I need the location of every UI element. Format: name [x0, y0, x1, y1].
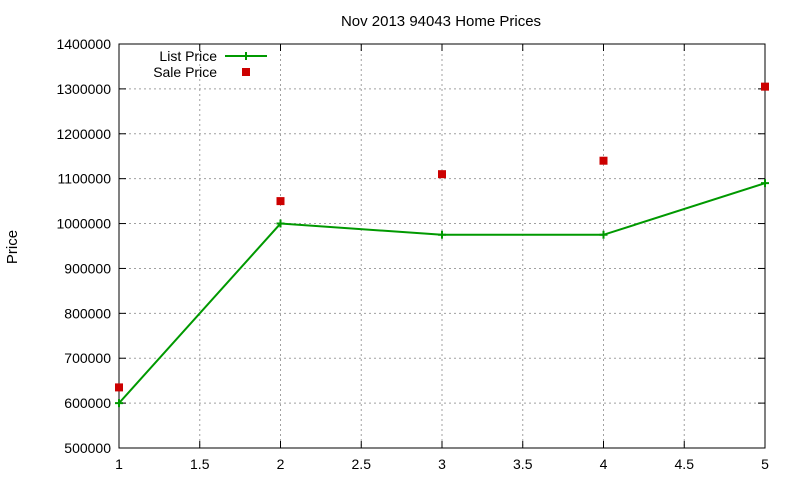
series-list-price: [115, 179, 769, 408]
y-axis-label: Price: [4, 230, 21, 264]
y-tick-label: 700000: [64, 350, 111, 366]
data-point: [599, 230, 608, 239]
x-tick-label: 3: [438, 456, 446, 472]
grid: [119, 44, 765, 448]
legend-label: List Price: [159, 48, 217, 64]
x-tick-label: 2: [277, 456, 285, 472]
legend-swatch-point: [242, 68, 250, 76]
x-tick-label: 5: [761, 456, 769, 472]
plot-frame: [118, 43, 766, 449]
legend-swatch-point: [242, 52, 250, 60]
legend-label: Sale Price: [153, 64, 217, 80]
y-tick-label: 1200000: [56, 126, 111, 142]
y-tick-label: 500000: [64, 440, 111, 456]
x-tick-label: 2.5: [352, 456, 372, 472]
axes: [118, 43, 766, 449]
data-point: [276, 197, 285, 206]
plot-series: [115, 82, 769, 408]
x-tick-label: 3.5: [513, 456, 533, 472]
data-point: [761, 82, 769, 91]
y-tick-label: 1400000: [56, 36, 111, 52]
data-point: [115, 399, 123, 408]
data-point: [438, 170, 446, 179]
x-tick-label: 1.5: [190, 456, 210, 472]
y-tick-labels: 500000 600000 700000 800000 900000 1000000 110…: [56, 36, 111, 456]
y-tick-label: 600000: [64, 395, 111, 411]
y-tick-label: 900000: [64, 260, 111, 276]
series-sale-price: [115, 82, 769, 392]
y-tick-label: 800000: [64, 305, 111, 321]
x-tick-label: 4: [600, 456, 608, 472]
y-tick-label: 1100000: [58, 171, 112, 187]
x-tick-label: 4.5: [675, 456, 695, 472]
data-point: [438, 230, 446, 239]
y-tick-label: 1000000: [56, 216, 111, 232]
data-point: [761, 179, 769, 188]
x-tick-label: 1: [115, 456, 123, 472]
data-point: [276, 219, 285, 228]
chart-title: Nov 2013 94043 Home Prices: [341, 13, 541, 30]
data-point: [599, 156, 608, 165]
x-tick-labels: 1 1.5 2 2.5 3 3.5 4 4.5 5: [115, 456, 769, 472]
data-point: [115, 383, 123, 392]
y-tick-label: 1300000: [56, 81, 111, 97]
